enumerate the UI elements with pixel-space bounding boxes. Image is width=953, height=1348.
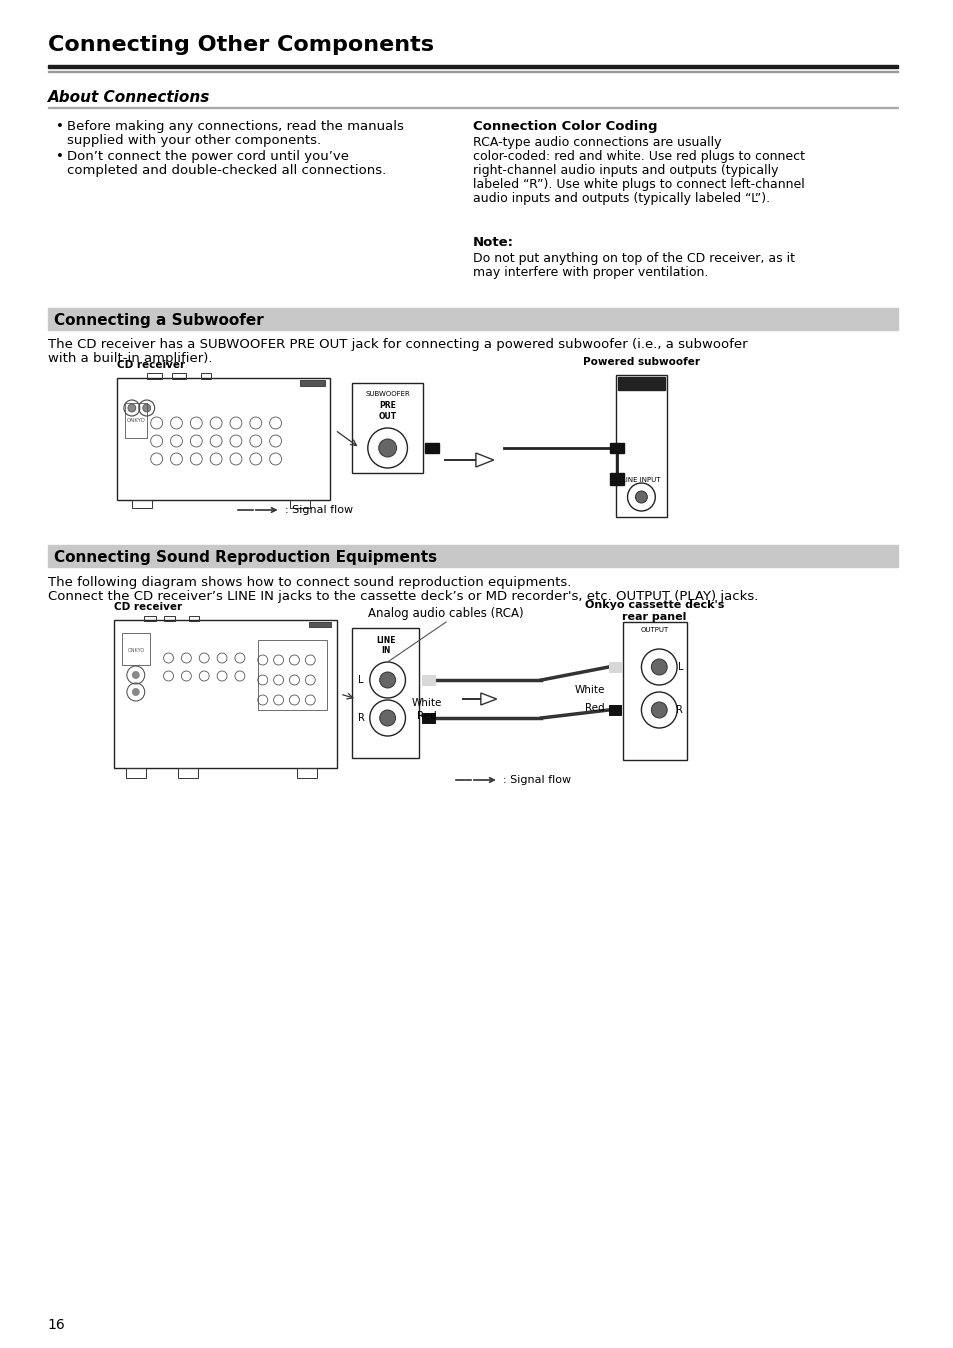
Bar <box>122 634 150 665</box>
Bar <box>189 616 199 621</box>
Text: White: White <box>574 685 604 696</box>
Text: audio inputs and outputs (typically labeled “L”).: audio inputs and outputs (typically labe… <box>473 191 769 205</box>
Text: 16: 16 <box>48 1318 65 1332</box>
Text: White: White <box>412 698 442 708</box>
Circle shape <box>379 673 395 687</box>
Bar <box>352 628 419 758</box>
Text: Powered subwoofer: Powered subwoofer <box>582 357 700 367</box>
Bar <box>300 380 325 386</box>
Bar <box>290 500 310 508</box>
Text: Connect the CD receiver’s LINE IN jacks to the cassette deck’s or MD recorder's,: Connect the CD receiver’s LINE IN jacks … <box>48 590 758 603</box>
Text: Connecting Sound Reproduction Equipments: Connecting Sound Reproduction Equipments <box>53 550 436 565</box>
Circle shape <box>378 439 396 457</box>
Text: The CD receiver has a SUBWOOFER PRE OUT jack for connecting a powered subwoofer : The CD receiver has a SUBWOOFER PRE OUT … <box>48 338 746 350</box>
Bar <box>609 443 623 453</box>
Bar <box>163 616 175 621</box>
Text: Onkyo cassette deck's: Onkyo cassette deck's <box>584 600 723 611</box>
Bar <box>125 403 147 438</box>
Bar <box>132 500 152 508</box>
Text: Note:: Note: <box>473 236 514 249</box>
Bar <box>309 621 331 627</box>
Bar <box>425 443 438 453</box>
Bar <box>48 70 897 71</box>
Text: Before making any connections, read the manuals: Before making any connections, read the … <box>68 120 404 133</box>
Text: R: R <box>676 705 682 714</box>
Bar <box>117 377 330 500</box>
Bar <box>422 675 435 685</box>
Text: SUBWOOFER: SUBWOOFER <box>365 391 410 398</box>
Text: •: • <box>55 150 63 163</box>
Text: may interfere with proper ventilation.: may interfere with proper ventilation. <box>473 266 707 279</box>
Text: OUTPUT: OUTPUT <box>639 627 668 634</box>
Circle shape <box>651 702 666 718</box>
Circle shape <box>379 710 395 727</box>
Text: •: • <box>55 120 63 133</box>
Bar <box>352 383 423 473</box>
Text: : Signal flow: : Signal flow <box>284 506 353 515</box>
Text: Red: Red <box>417 710 436 721</box>
Circle shape <box>651 659 666 675</box>
Circle shape <box>132 687 140 696</box>
Text: LINE: LINE <box>375 636 395 644</box>
Text: IN: IN <box>380 646 390 655</box>
Text: Connecting a Subwoofer: Connecting a Subwoofer <box>53 313 263 328</box>
Text: ONKYO: ONKYO <box>126 418 145 423</box>
Bar <box>608 705 620 714</box>
Bar <box>48 545 897 568</box>
Bar <box>615 375 666 518</box>
Bar <box>617 377 664 390</box>
Text: RCA-type audio connections are usually: RCA-type audio connections are usually <box>473 136 720 150</box>
Bar <box>126 768 146 778</box>
Bar <box>201 373 211 379</box>
Text: About Connections: About Connections <box>48 90 210 105</box>
Text: color-coded: red and white. Use red plugs to connect: color-coded: red and white. Use red plug… <box>473 150 804 163</box>
Text: Analog audio cables (RCA): Analog audio cables (RCA) <box>368 607 523 620</box>
Bar <box>144 616 155 621</box>
Text: ONKYO: ONKYO <box>127 647 144 652</box>
Text: CD receiver: CD receiver <box>117 360 185 369</box>
Text: CD receiver: CD receiver <box>114 603 182 612</box>
Text: supplied with your other components.: supplied with your other components. <box>68 133 321 147</box>
Text: rear panel: rear panel <box>621 612 686 621</box>
Text: Connecting Other Components: Connecting Other Components <box>48 35 433 55</box>
Text: right-channel audio inputs and outputs (typically: right-channel audio inputs and outputs (… <box>473 164 778 177</box>
Circle shape <box>143 404 151 412</box>
Text: LINE INPUT: LINE INPUT <box>621 477 660 483</box>
Text: Connection Color Coding: Connection Color Coding <box>473 120 657 133</box>
Text: labeled “R”). Use white plugs to connect left-channel: labeled “R”). Use white plugs to connect… <box>473 178 803 191</box>
Bar <box>178 768 198 778</box>
Bar <box>608 662 620 673</box>
Text: R: R <box>357 713 364 723</box>
Circle shape <box>132 671 140 679</box>
Bar <box>48 307 897 330</box>
Circle shape <box>128 404 135 412</box>
Bar <box>172 373 186 379</box>
Text: L: L <box>357 675 363 685</box>
Text: Do not put anything on top of the CD receiver, as it: Do not put anything on top of the CD rec… <box>473 252 794 266</box>
Bar <box>48 65 897 67</box>
Text: OUT: OUT <box>378 412 396 421</box>
Bar <box>257 640 327 710</box>
Text: completed and double-checked all connections.: completed and double-checked all connect… <box>68 164 386 177</box>
Text: Red: Red <box>584 704 604 713</box>
Bar <box>622 621 686 760</box>
Text: The following diagram shows how to connect sound reproduction equipments.: The following diagram shows how to conne… <box>48 576 570 589</box>
Text: Don’t connect the power cord until you’ve: Don’t connect the power cord until you’v… <box>68 150 349 163</box>
Bar <box>114 620 336 768</box>
Text: with a built-in amplifier).: with a built-in amplifier). <box>48 352 212 365</box>
Bar <box>147 373 161 379</box>
Bar <box>48 106 897 108</box>
Bar <box>422 713 435 723</box>
Text: PRE: PRE <box>378 400 395 410</box>
Text: L: L <box>677 662 682 673</box>
Circle shape <box>635 491 647 503</box>
Text: : Signal flow: : Signal flow <box>502 775 570 785</box>
Bar <box>297 768 317 778</box>
Bar <box>609 473 623 485</box>
